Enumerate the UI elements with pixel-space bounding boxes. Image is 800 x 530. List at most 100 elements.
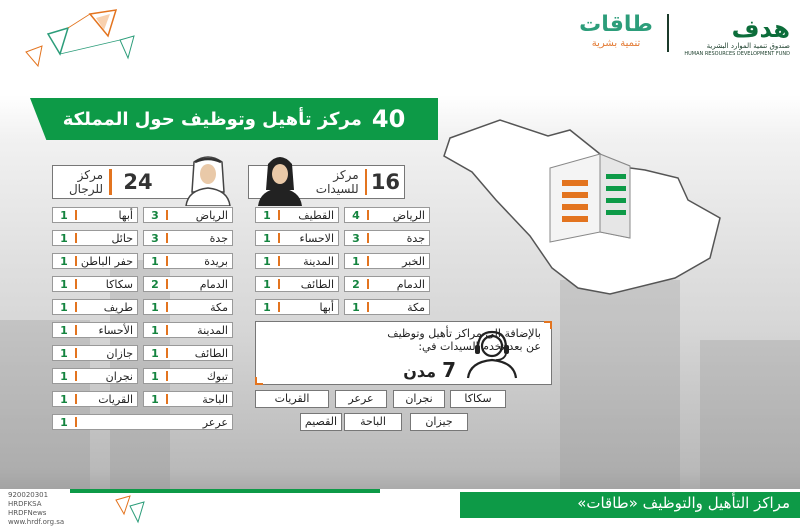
center-count: 1 (263, 231, 271, 245)
twitter-handle-2: HRDFNews (8, 509, 47, 517)
center-count: 1 (60, 208, 68, 222)
center-count: 1 (151, 300, 159, 314)
center-count: 1 (60, 346, 68, 360)
city-name: الاحساء (299, 231, 334, 245)
cell-separator (75, 394, 77, 404)
footer-title: مراكز التأهيل والتوظيف «طاقات» (577, 494, 790, 512)
banner-number: 40 (371, 105, 406, 133)
remote-city-pill: عرعر (335, 390, 387, 408)
remote-city-pill: سكاكا (450, 390, 506, 408)
men-city-row: تبوك 1 (143, 368, 233, 384)
men-city-row: حائل 1 (52, 230, 138, 246)
men-city-row: نجران 1 (52, 368, 138, 384)
center-count: 1 (60, 231, 68, 245)
website-link[interactable]: www.hrdf.org.sa (8, 518, 65, 526)
center-count: 3 (151, 208, 159, 222)
taqat-logo-text: طاقات (579, 12, 653, 37)
banner-title: مركز تأهيل وتوظيف حول المملكة (62, 108, 362, 130)
city-name: الرياض (392, 208, 425, 222)
center-count: 1 (60, 392, 68, 406)
men-city-row: جدة 3 (143, 230, 233, 246)
taqat-logo: طاقات تنمية بشرية (575, 12, 657, 56)
center-count: 2 (352, 277, 360, 291)
women-label: مركز للسيدات (315, 168, 359, 196)
city-name: عرعر (202, 415, 228, 429)
cell-separator (278, 210, 280, 220)
cell-separator (75, 279, 77, 289)
cell-separator (166, 210, 168, 220)
twitter-handle-1: HRDFKSA (8, 500, 42, 508)
cell-separator (278, 256, 280, 266)
men-city-row: الأحساء 1 (52, 322, 138, 338)
corner-accent (255, 377, 263, 385)
cell-separator (75, 210, 77, 220)
city-name: الأحساء (98, 323, 133, 337)
center-count: 2 (151, 277, 159, 291)
city-name: مكة (407, 300, 425, 314)
city-name: سكاكا (105, 277, 133, 291)
cell-separator (367, 279, 369, 289)
city-name: أبها (319, 300, 334, 314)
cell-separator (75, 348, 77, 358)
men-city-row: عرعر 1 (52, 414, 233, 430)
men-city-row: الدمام 2 (143, 276, 233, 292)
men-city-row: حفر الباطن 1 (52, 253, 138, 269)
remote-city-pill: نجران (393, 390, 445, 408)
women-city-row: أبها 1 (255, 299, 339, 315)
women-city-row: مكة 1 (344, 299, 430, 315)
women-city-row: الرياض 4 (344, 207, 430, 223)
remote-city-pill: القصيم (300, 413, 342, 431)
city-name: بريدة (204, 254, 228, 268)
remote-city-pill: القريات (255, 390, 329, 408)
center-count: 3 (151, 231, 159, 245)
city-name: مكة (210, 300, 228, 314)
men-city-row: سكاكا 1 (52, 276, 138, 292)
cell-separator (166, 394, 168, 404)
men-centers-box: مركز للرجال 24 (52, 165, 197, 199)
cell-separator (166, 302, 168, 312)
center-count: 1 (60, 323, 68, 337)
geometric-decoration (115, 495, 145, 524)
remote-centers-count: 7 مدن (366, 358, 456, 382)
city-name: الدمام (396, 277, 425, 291)
logo-divider (667, 14, 669, 52)
city-name: جازان (106, 346, 133, 360)
center-count: 1 (352, 300, 360, 314)
center-count: 1 (60, 277, 68, 291)
cell-separator (75, 302, 77, 312)
women-city-row: القطيف 1 (255, 207, 339, 223)
women-city-row: الطائف 1 (255, 276, 339, 292)
cell-separator (367, 210, 369, 220)
men-city-row: طريف 1 (52, 299, 138, 315)
headset-agent-icon (466, 330, 518, 379)
geometric-decoration (25, 9, 135, 68)
women-city-row: الدمام 2 (344, 276, 430, 292)
men-city-row: القريات 1 (52, 391, 138, 407)
hrdf-logo-subtitle-en: HUMAN RESOURCES DEVELOPMENT FUND (684, 51, 790, 57)
city-name: المدينة (197, 323, 228, 337)
center-count: 1 (60, 300, 68, 314)
city-name: القريات (98, 392, 133, 406)
city-name: الدمام (199, 277, 228, 291)
center-count: 4 (352, 208, 360, 222)
corner-accent (544, 321, 552, 329)
city-name: جدة (406, 231, 425, 245)
footer-divider (70, 489, 380, 493)
city-name: طريف (103, 300, 133, 314)
remote-city-pill: جيزان (410, 413, 468, 431)
cell-separator (367, 233, 369, 243)
center-count: 1 (151, 323, 159, 337)
cell-separator (75, 371, 77, 381)
center-count: 1 (151, 369, 159, 383)
header (0, 0, 800, 96)
cell-separator (367, 302, 369, 312)
men-city-row: أبها 1 (52, 207, 138, 223)
building-icon (549, 153, 631, 243)
city-name: حفر الباطن (80, 254, 133, 268)
men-city-row: جازان 1 (52, 345, 138, 361)
city-name: الطائف (194, 346, 228, 360)
cell-separator (166, 325, 168, 335)
phone-number: 920020301 (8, 491, 49, 499)
cell-separator (278, 279, 280, 289)
men-city-row: الطائف 1 (143, 345, 233, 361)
